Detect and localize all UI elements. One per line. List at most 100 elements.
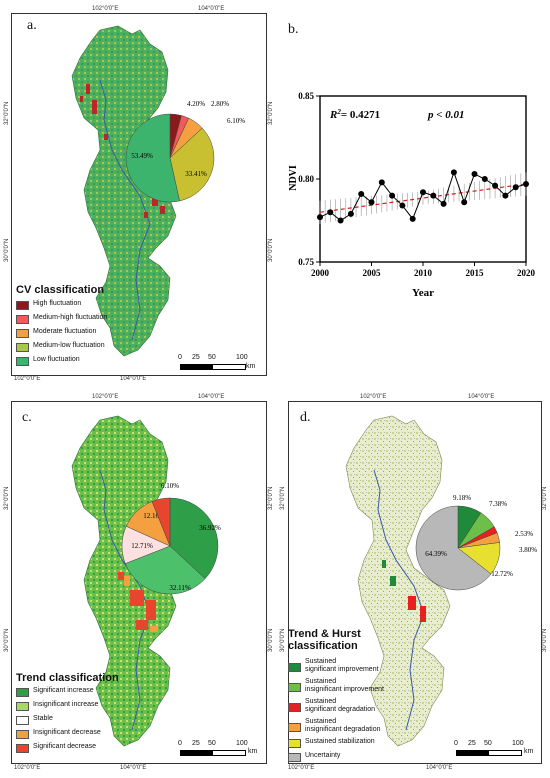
legend-swatch <box>288 753 301 762</box>
pie-slice-label: 33.41% <box>185 170 207 178</box>
legend-label: Moderate fluctuation <box>33 328 97 335</box>
legend-label: Significant increase <box>33 687 94 694</box>
ndvi-chart: 2000 2005 2010 2015 2020 0.75 0.80 0.85 NDVI Ye… <box>288 91 536 299</box>
data-point <box>481 176 488 182</box>
lon-label-right-bottom: 104°0'0"E <box>120 765 147 771</box>
data-point <box>337 217 344 224</box>
pie-slice <box>125 113 180 203</box>
panel-b-label: b. <box>288 22 299 37</box>
pie-slice-label: 7.38% <box>489 500 507 508</box>
y-tick-label: 0.85 <box>298 91 314 101</box>
legend-label: Medium-low fluctuation <box>33 342 105 349</box>
legend-swatch <box>288 723 301 732</box>
pie-slice-label: 12.71% <box>131 542 153 550</box>
basin-map <box>71 415 177 747</box>
basin-map <box>71 25 177 357</box>
scale-label: 25 <box>468 740 476 747</box>
legend-label: Insignificant decrease <box>33 729 101 736</box>
pie-slice-label: 2.80% <box>211 100 229 108</box>
x-tick-label: 2015 <box>466 268 485 278</box>
legend-item: Low fluctuation <box>16 356 107 366</box>
panel-a-label: a. <box>27 18 37 33</box>
lon-label-left: 102°0'0"E <box>92 6 119 12</box>
pie-slice <box>125 545 206 595</box>
legend-label: Sustained insignificant improvement <box>305 678 384 693</box>
y-tick-label: 0.80 <box>298 174 314 184</box>
lon-label-right-bottom: 104°0'0"E <box>120 376 147 382</box>
legend-swatch <box>16 744 29 753</box>
legend: High fluctuation Medium-high fluctuation… <box>16 300 107 370</box>
data-point <box>440 200 447 207</box>
lon-label-left-bottom: 102°0'0"E <box>288 765 315 771</box>
y-axis-label: NDVI <box>288 165 299 191</box>
data-point <box>389 192 396 199</box>
pie-slice <box>169 497 219 580</box>
scale-label: 100 <box>512 740 524 747</box>
legend-label: Medium-high fluctuation <box>33 314 108 321</box>
scale-bar: 0 25 50 100 km <box>454 740 544 762</box>
legend-swatch <box>288 663 301 672</box>
lon-label-left: 102°0'0"E <box>92 394 119 400</box>
scale-label: 25 <box>192 354 200 361</box>
pie-slice <box>169 127 215 202</box>
p-annotation: p < 0.01 <box>427 109 465 121</box>
legend-label: Sustained significant improvement <box>305 658 379 673</box>
data-point <box>471 171 478 178</box>
legend-swatch <box>16 357 29 366</box>
scale-label: 50 <box>208 740 216 747</box>
data-point <box>317 214 323 221</box>
data-point <box>347 210 354 217</box>
scale-label: 0 <box>454 740 458 747</box>
panel-b: b. 2000 2005 2010 2015 2020 0.75 0.80 0.85 NDVI… <box>278 0 550 390</box>
lon-label-right-bottom: 104°0'0"E <box>426 765 453 771</box>
scale-label: 25 <box>192 740 200 747</box>
legend-swatch <box>16 329 29 338</box>
pie-slice <box>415 505 492 591</box>
panel-c: 102°0'0"E 104°0'0"E 32°0'0"N 30°0'0"N 32… <box>0 390 275 778</box>
data-point <box>450 169 457 176</box>
legend-item: Significant decrease <box>16 743 101 753</box>
scale-bar-graphic <box>180 750 246 756</box>
legend-label: Stable <box>33 715 53 722</box>
legend-label: Sustained significant degradation <box>305 698 376 713</box>
legend-title: CV classification <box>16 284 105 296</box>
legend-item: Sustained significant improvement <box>288 658 384 674</box>
data-point <box>368 199 375 206</box>
pie-slice-label: 2.53% <box>515 530 533 538</box>
pie-slice <box>151 497 171 547</box>
lon-label-right: 104°0'0"E <box>198 6 225 12</box>
legend-swatch <box>16 702 29 711</box>
pie-d: 9.18% 7.38% 2.53% 3.80% 12.72% 64.39% <box>415 494 537 591</box>
panel-d-label: d. <box>300 410 311 425</box>
pie-a: 4.20% 2.80% 6.10% 33.41% 53.49% <box>125 100 245 203</box>
lon-label-right: 104°0'0"E <box>468 394 495 400</box>
pie-slice-label: 6.10% <box>227 117 245 125</box>
data-point <box>358 190 365 197</box>
scale-bar-graphic <box>180 364 246 370</box>
legend-item: Sustained stabilization <box>288 738 384 748</box>
legend-item: Sustained significant degradation <box>288 698 384 714</box>
pie-slice-label: 4.20% <box>187 100 205 108</box>
data-point <box>461 199 468 206</box>
scale-unit: km <box>246 363 256 370</box>
legend-label: Uncertainty <box>305 752 341 759</box>
pie-c: 36.92% 32.11% 12.71% 12.16% 6.10% <box>121 482 221 595</box>
r2-annotation: R2= 0.4271 <box>329 108 380 121</box>
panel-a: 102°0'0"E 104°0'0"E 32°0'0"N 30°0'0"N 32… <box>0 0 275 390</box>
legend-swatch <box>16 301 29 310</box>
data-point <box>492 182 499 189</box>
legend-swatch <box>16 730 29 739</box>
legend-swatch <box>16 343 29 352</box>
lon-label-right: 104°0'0"E <box>198 394 225 400</box>
scale-bar: 0 25 50 100 km <box>178 740 268 762</box>
lon-label-left-bottom: 102°0'0"E <box>14 376 41 382</box>
data-point <box>327 209 334 216</box>
x-tick-label: 2005 <box>363 268 382 278</box>
legend-item: Sustained insignificant degradation <box>288 718 384 734</box>
legend-item: Insignificant decrease <box>16 729 101 739</box>
pie-slice-label: 12.16% <box>143 512 165 520</box>
data-point <box>409 215 416 222</box>
legend-title-line: classification <box>288 640 358 652</box>
pie-slice-label: 53.49% <box>131 152 153 160</box>
legend-label: Insignificant increase <box>33 701 99 708</box>
